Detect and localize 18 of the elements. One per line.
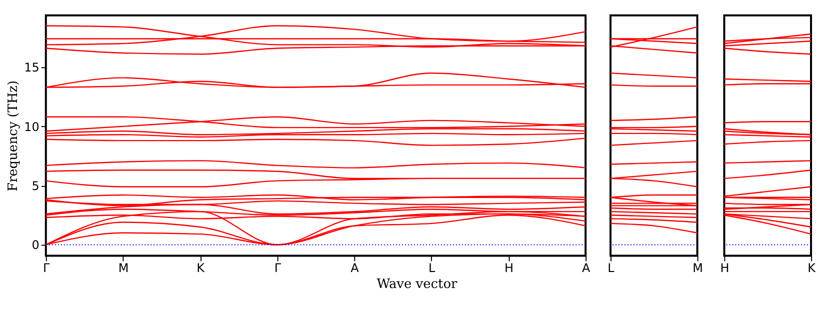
x-tick-label: H xyxy=(504,261,514,276)
x-tick-label: K xyxy=(196,261,206,276)
x-tick-label: H xyxy=(720,261,730,276)
y-tick-label: 15 xyxy=(24,60,40,75)
x-tick-label: Γ xyxy=(43,261,50,276)
y-tick-label: 10 xyxy=(24,120,40,134)
x-axis-title: Wave vector xyxy=(376,277,458,292)
x-tick-label: L xyxy=(608,261,615,276)
x-tick-label: A xyxy=(582,261,591,276)
x-tick-label: L xyxy=(428,261,436,276)
x-tick-label: K xyxy=(808,261,817,276)
y-tick-label: 0 xyxy=(32,238,40,252)
x-tick-label: A xyxy=(350,261,360,276)
x-tick-label: M xyxy=(692,261,703,276)
y-tick-label: 5 xyxy=(32,179,40,194)
x-tick-label: M xyxy=(118,261,129,276)
x-tick-label: Γ xyxy=(274,261,282,276)
y-axis-title: Frequency (THz) xyxy=(6,80,22,192)
